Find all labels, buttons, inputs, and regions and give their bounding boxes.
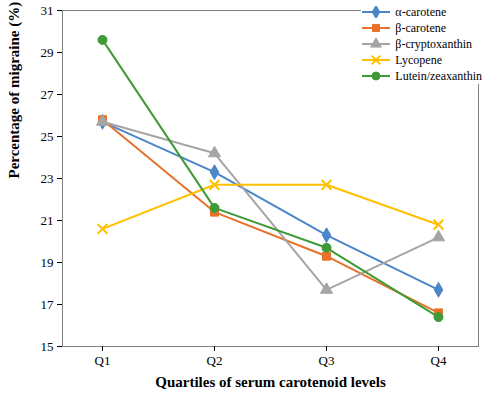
svg-text:Q2: Q2 bbox=[207, 353, 223, 368]
html-text:α-carotene: α-carotene bbox=[395, 4, 447, 19]
html-text:β-carotene: β-carotene bbox=[395, 20, 447, 35]
svg-text:19: 19 bbox=[41, 255, 54, 270]
svg-text:17: 17 bbox=[41, 297, 55, 312]
svg-text:Quartiles of serum carotenoid: Quartiles of serum carotenoid levels bbox=[155, 374, 386, 390]
svg-text:Q3: Q3 bbox=[319, 353, 335, 368]
svg-text:Percentage of migraine (%): Percentage of migraine (%) bbox=[6, 2, 23, 179]
svg-text:29: 29 bbox=[41, 45, 54, 60]
svg-text:25: 25 bbox=[41, 129, 54, 144]
svg-text:23: 23 bbox=[41, 171, 54, 186]
svg-text:15: 15 bbox=[41, 339, 54, 354]
html-text:Lutein/zeaxanthin: Lutein/zeaxanthin bbox=[395, 68, 482, 83]
html-text:Lycopene: Lycopene bbox=[395, 52, 442, 67]
svg-text:27: 27 bbox=[41, 87, 55, 102]
svg-text:31: 31 bbox=[41, 3, 54, 18]
svg-text:Q1: Q1 bbox=[95, 353, 111, 368]
svg-text:Q4: Q4 bbox=[431, 353, 447, 368]
svg-text:21: 21 bbox=[41, 213, 54, 228]
html-text:β-cryptoxanthin: β-cryptoxanthin bbox=[395, 36, 473, 51]
